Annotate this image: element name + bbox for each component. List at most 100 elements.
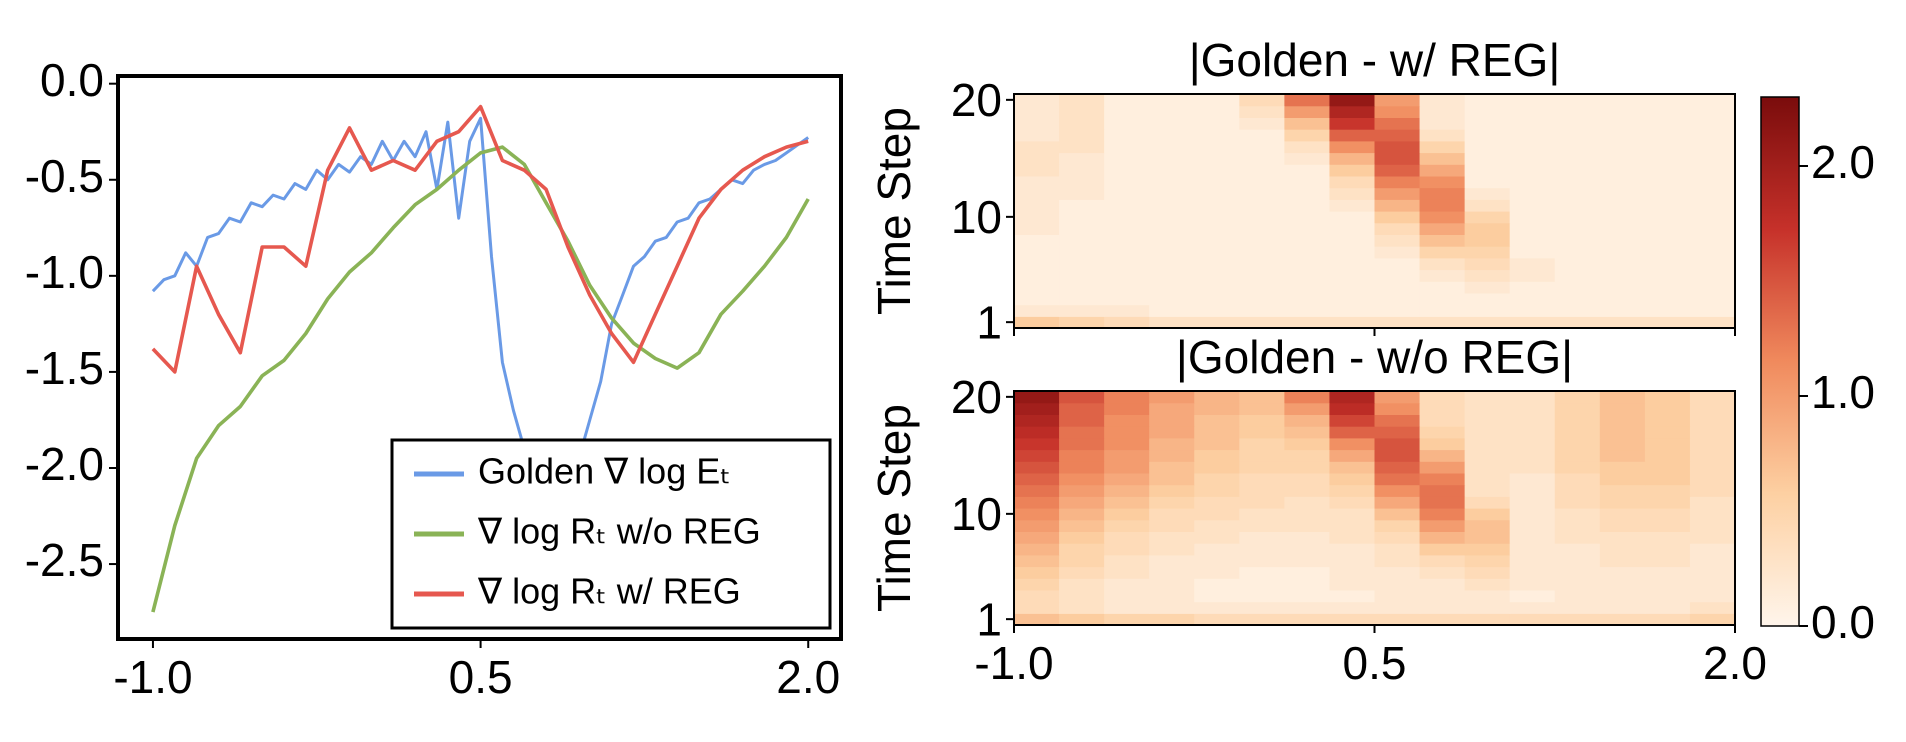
heat-cell [1194, 601, 1240, 614]
heat-cell [1689, 472, 1736, 486]
heat-cell [1689, 402, 1736, 415]
heat-cell [1419, 449, 1466, 462]
heat-cell [1284, 222, 1331, 235]
heat-cell [1374, 222, 1421, 235]
heat-cell [1194, 105, 1240, 118]
heat-cell [1329, 292, 1376, 306]
heat-cell [1014, 543, 1060, 556]
heat-cell [1284, 496, 1331, 509]
heat-cell [1014, 211, 1060, 224]
heat-cell [1104, 269, 1150, 282]
heat-cell [1644, 316, 1691, 329]
heat-cell [1104, 140, 1150, 154]
heat-cell [1149, 461, 1195, 474]
heat-cell [1419, 531, 1466, 544]
heat-cell [1014, 578, 1060, 591]
y-axis-label: Time Step [868, 107, 920, 315]
heat-cell [1689, 449, 1736, 462]
heat-cell [1104, 199, 1150, 212]
heat-cell [1509, 554, 1556, 568]
heat-cell [1419, 281, 1466, 294]
heat-cell [1059, 281, 1105, 294]
heat-cell [1149, 508, 1195, 521]
heat-cell [1509, 437, 1556, 451]
heat-cell [1059, 402, 1105, 415]
heat-cell [1284, 391, 1331, 404]
heat-cell [1059, 175, 1105, 189]
heat-cell [1599, 117, 1646, 130]
heat-cell [1149, 117, 1195, 130]
heat-cell [1014, 152, 1060, 165]
heat-cell [1149, 601, 1195, 614]
heat-cell [1329, 402, 1376, 415]
heat-cell [1014, 519, 1060, 532]
heat-cell [1194, 508, 1240, 521]
heat-cell [1419, 129, 1466, 142]
heat-cell [1329, 566, 1376, 579]
heat-cell [1194, 175, 1240, 189]
heat-cell [1509, 484, 1556, 497]
heat-cell [1149, 187, 1195, 200]
heat-cell [1059, 199, 1105, 212]
heat-cell [1689, 554, 1736, 568]
heat-cell [1284, 402, 1331, 415]
heat-cell [1599, 304, 1646, 317]
heat-cell [1329, 391, 1376, 404]
heat-cell [1284, 414, 1331, 427]
heat-cell [1599, 391, 1646, 404]
heat-cell [1689, 484, 1736, 497]
heat-cell [1194, 578, 1240, 591]
heat-cell [1464, 496, 1511, 509]
heat-cell [1644, 152, 1691, 165]
y-tick-label: 0.0 [40, 54, 104, 106]
heat-cell [1239, 152, 1285, 165]
heat-cell [1374, 601, 1421, 614]
heat-cell [1014, 281, 1060, 294]
heat-cell [1554, 234, 1601, 247]
heat-cell [1644, 508, 1691, 521]
heat-cell [1014, 304, 1060, 317]
heat-cell [1419, 94, 1466, 107]
heat-cell [1329, 269, 1376, 282]
heat-cell [1554, 391, 1601, 404]
heat-cell [1644, 211, 1691, 224]
heat-cell [1374, 519, 1421, 532]
heat-cell [1554, 426, 1601, 439]
heat-cell [1599, 129, 1646, 142]
heat-cell [1419, 391, 1466, 404]
heat-cell [1194, 246, 1240, 259]
heat-cell [1599, 589, 1646, 603]
heat-cell [1419, 199, 1466, 212]
heat-cell [1419, 601, 1466, 614]
heat-cell [1689, 199, 1736, 212]
heat-cell [1329, 105, 1376, 118]
heat-cell [1104, 292, 1150, 306]
heat-cell [1284, 281, 1331, 294]
heat-cell [1464, 566, 1511, 579]
heat-cell [1329, 211, 1376, 224]
heat-cell [1014, 472, 1060, 486]
heat-cell [1014, 589, 1060, 603]
heat-cell [1059, 140, 1105, 154]
heat-cell [1599, 496, 1646, 509]
heat-cell [1329, 578, 1376, 591]
heat-cell [1374, 117, 1421, 130]
heat-cell [1104, 316, 1150, 329]
heat-cell [1374, 449, 1421, 462]
heat-cell [1554, 257, 1601, 271]
heat-cell [1554, 175, 1601, 189]
heat-cell [1509, 292, 1556, 306]
heat-cell [1014, 140, 1060, 154]
heat-cell [1059, 222, 1105, 235]
heat-cell [1149, 304, 1195, 317]
heat-cell [1149, 234, 1195, 247]
heat-cell [1284, 105, 1331, 118]
y-tick-label: -2.0 [25, 438, 104, 490]
heat-cell [1689, 531, 1736, 544]
heat-cell [1059, 164, 1105, 177]
heat-cell [1419, 554, 1466, 568]
heat-cell [1194, 496, 1240, 509]
legend-label: ∇ log Rₜ w/ REG [477, 571, 741, 612]
heat-cell [1644, 566, 1691, 579]
heat-cell [1014, 199, 1060, 212]
